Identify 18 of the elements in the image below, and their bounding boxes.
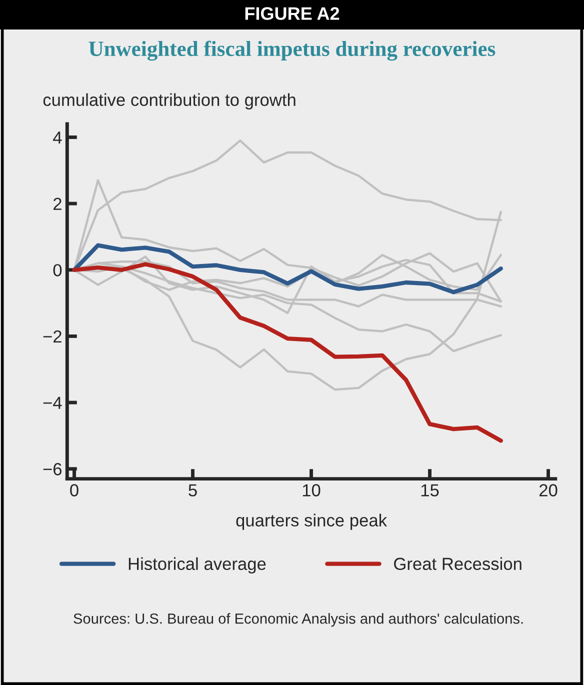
y-axis-title: cumulative contribution to growth (43, 93, 296, 110)
y-tick-label: 0 (53, 264, 62, 276)
source-note: Sources: U.S. Bureau of Economic Analysis and authors' calculations. (74, 613, 523, 627)
x-tick-label: 15 (421, 484, 439, 496)
x-tick-label: 0 (70, 484, 78, 496)
y-tick-label: −2 (43, 330, 62, 343)
legend-label: Historical average (128, 557, 266, 574)
x-axis-title: quarters since peak (236, 514, 388, 530)
y-tick-label: −6 (43, 463, 62, 476)
x-tick-label: 10 (302, 484, 320, 496)
chart-title: FIGURE A2 (245, 7, 340, 20)
legend-label: Great Recession (394, 557, 522, 570)
x-tick-label: 20 (539, 484, 558, 496)
y-tick-label: 2 (54, 198, 62, 210)
x-tick-label: 5 (188, 484, 197, 496)
chart-subtitle: Unweighted fiscal impetus during recoveries (88, 40, 496, 61)
y-tick-label: 4 (53, 132, 62, 144)
y-tick-label: −4 (43, 396, 62, 409)
